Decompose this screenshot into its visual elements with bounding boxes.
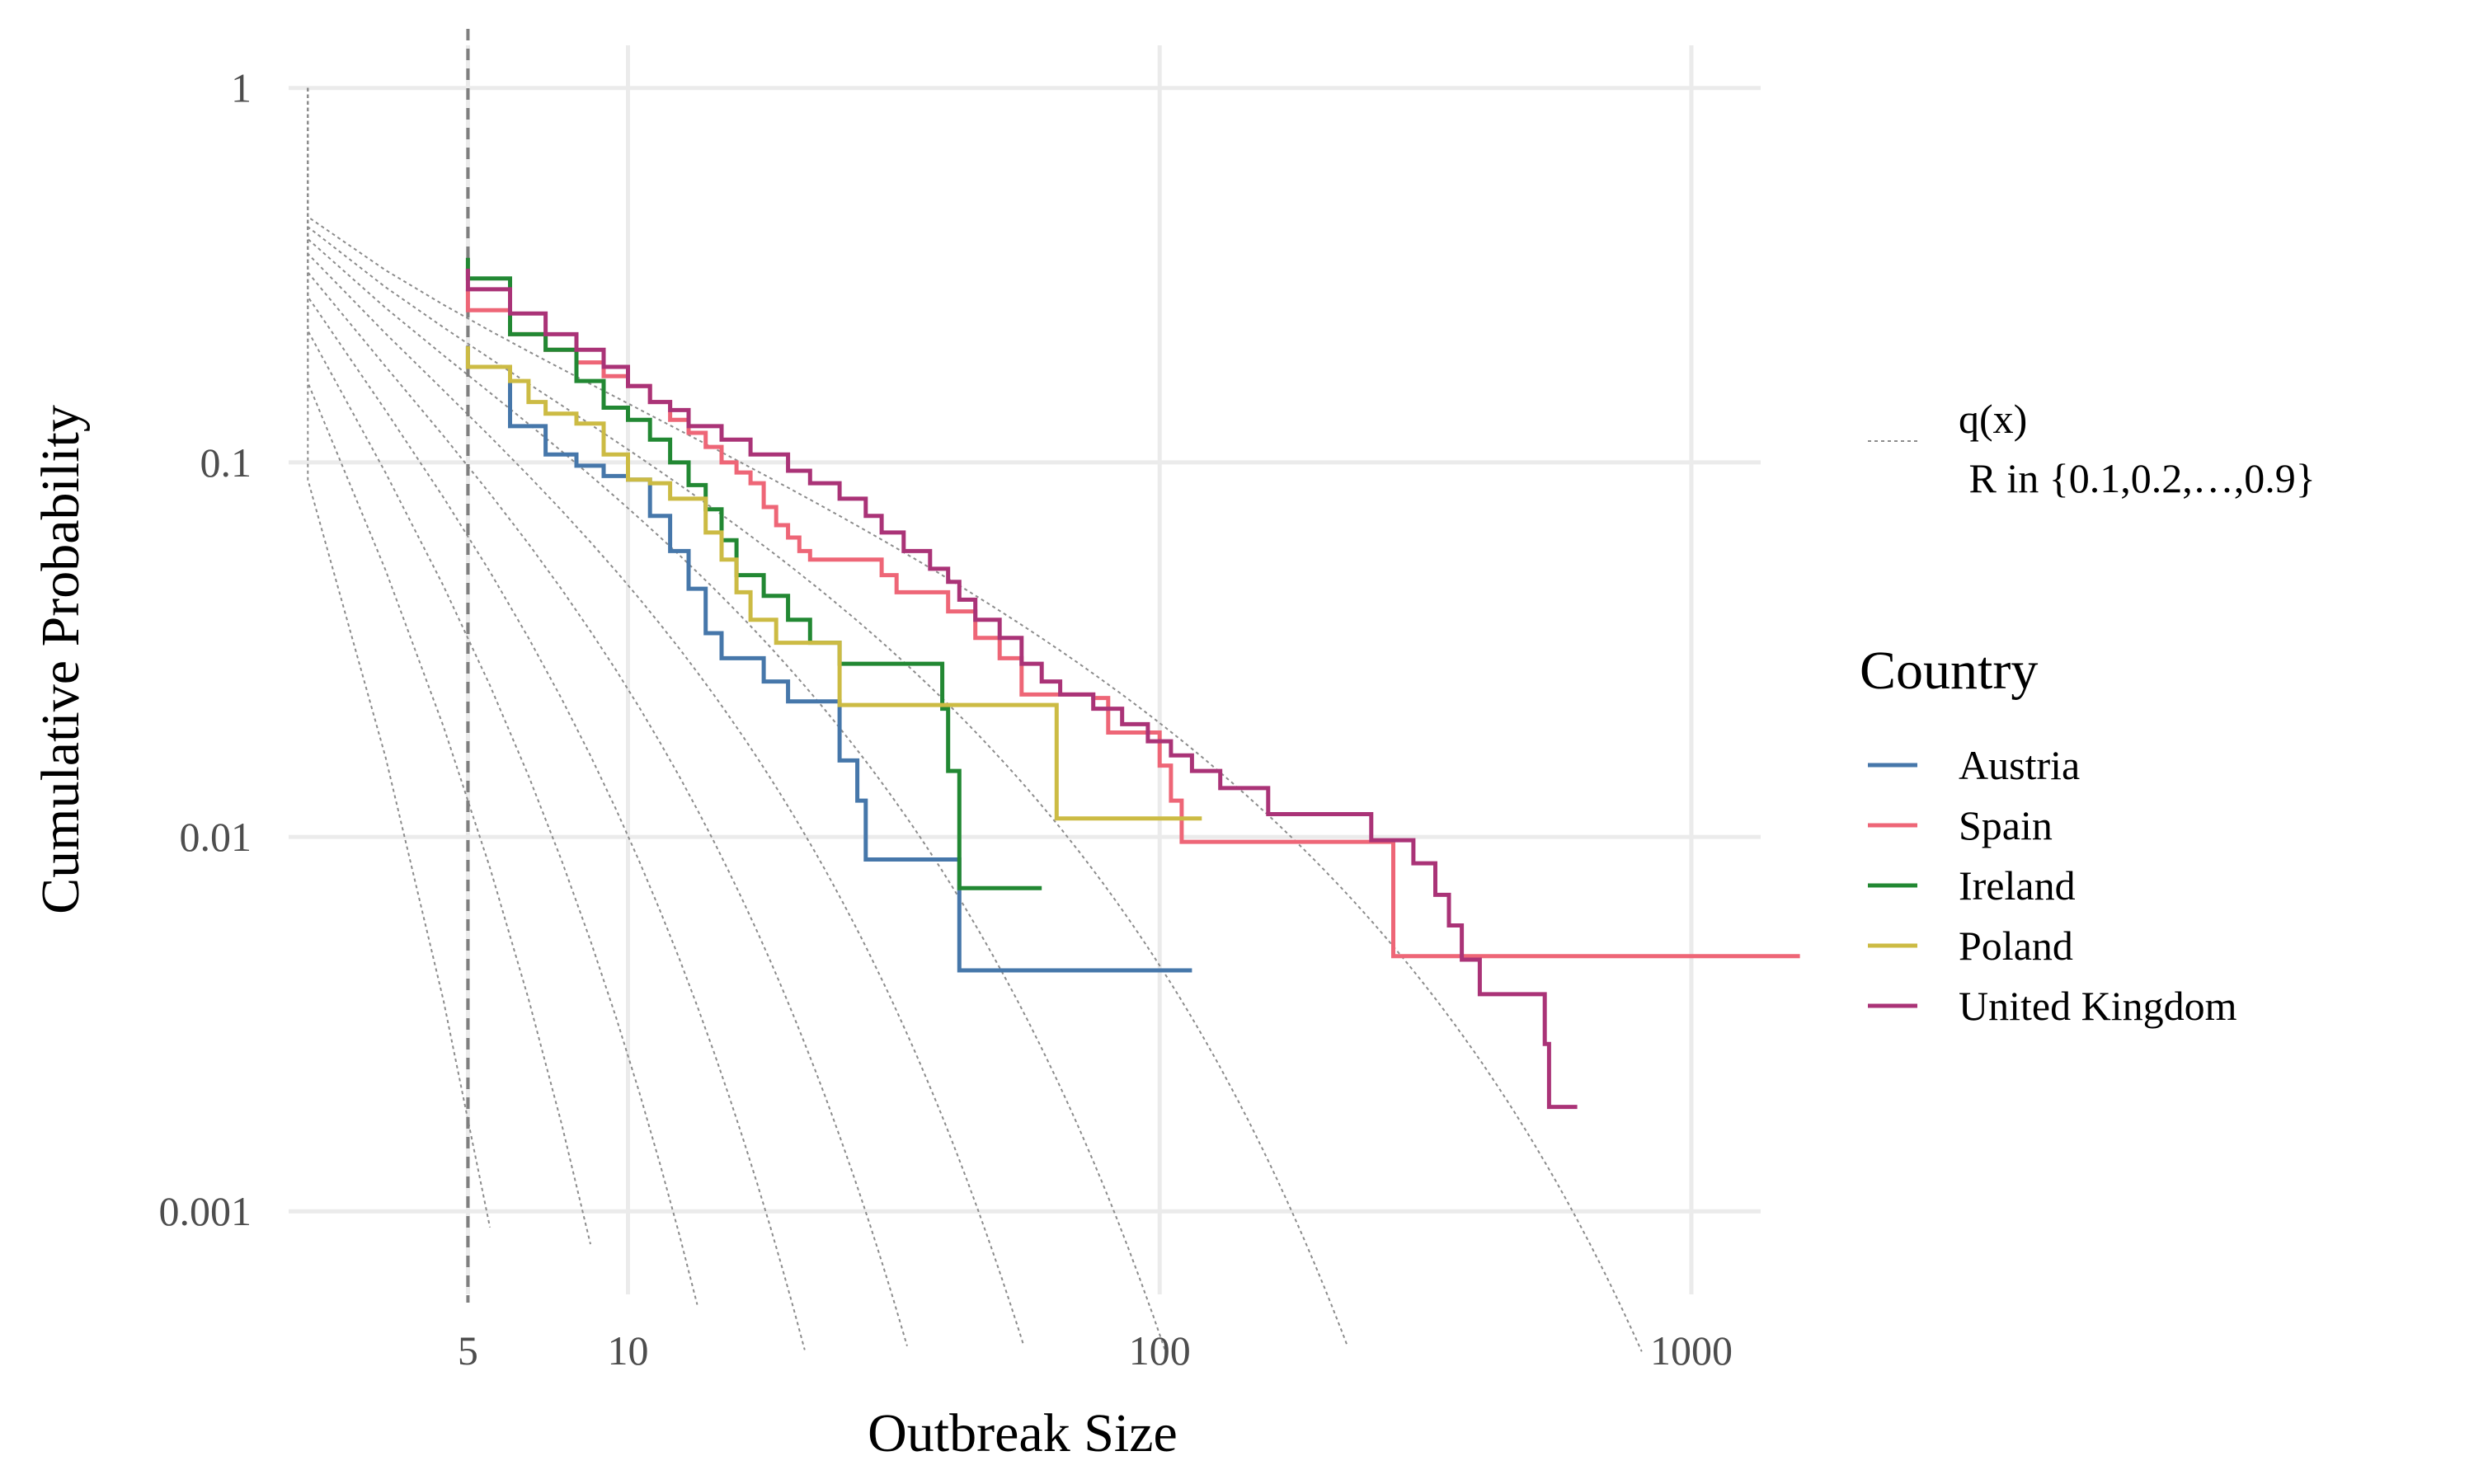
x-tick-label: 5 <box>458 1327 478 1374</box>
y-tick-label: 0.001 <box>159 1188 252 1234</box>
reference-curve-R-0.2 <box>307 87 591 1245</box>
series-line-ireland <box>465 257 1042 890</box>
series-line-austria <box>465 346 1192 973</box>
reference-curves-q-x <box>307 87 1643 1352</box>
x-axis-title: Outbreak Size <box>868 1403 1178 1463</box>
x-tick-label: 100 <box>1129 1327 1191 1374</box>
reference-curve-R-0.7 <box>307 87 1167 1352</box>
reference-curve-legend: q(x) R in {0.1,0.2,…,0.9} <box>1868 396 2316 501</box>
y-tick-label: 0.01 <box>180 814 252 860</box>
reference-curve-R-0.8 <box>307 87 1348 1347</box>
y-axis-tick-labels: 1 0.1 0.01 0.001 <box>159 65 252 1234</box>
series-line-united-kingdom <box>465 268 1578 1110</box>
series-line-poland <box>465 346 1202 821</box>
x-tick-label: 1000 <box>1650 1327 1733 1374</box>
x-axis-tick-labels: 5 10 100 1000 <box>458 1327 1733 1374</box>
reference-legend-label: q(x) R in {0.1,0.2,…,0.9} <box>1959 396 2316 501</box>
y-tick-label: 1 <box>231 65 252 111</box>
reference-curve-R-0.6 <box>307 87 1025 1346</box>
reference-curve-R-0.4 <box>307 87 806 1350</box>
reference-curve-R-0.9 <box>307 87 1643 1352</box>
grid-lines <box>289 45 1761 1294</box>
reference-curve-R-0.3 <box>307 87 698 1305</box>
legend-label: Spain <box>1959 802 2053 848</box>
legend-label: United Kingdom <box>1959 983 2237 1029</box>
y-axis-title: Cumulative Probability <box>31 405 91 914</box>
legend-title: Country <box>1860 641 2038 701</box>
legend-label: Poland <box>1959 923 2073 969</box>
legend-label: Austria <box>1959 742 2080 788</box>
legend-label: Ireland <box>1959 862 2076 909</box>
reference-curve-R-0.1 <box>307 87 492 1228</box>
x-tick-label: 10 <box>608 1327 649 1374</box>
country-legend: Country Austria Spain Ireland Poland United … <box>1860 641 2237 1029</box>
y-tick-label: 0.1 <box>200 439 252 486</box>
reference-curve-R-0.5 <box>307 87 908 1346</box>
series-lines <box>465 257 1800 1110</box>
